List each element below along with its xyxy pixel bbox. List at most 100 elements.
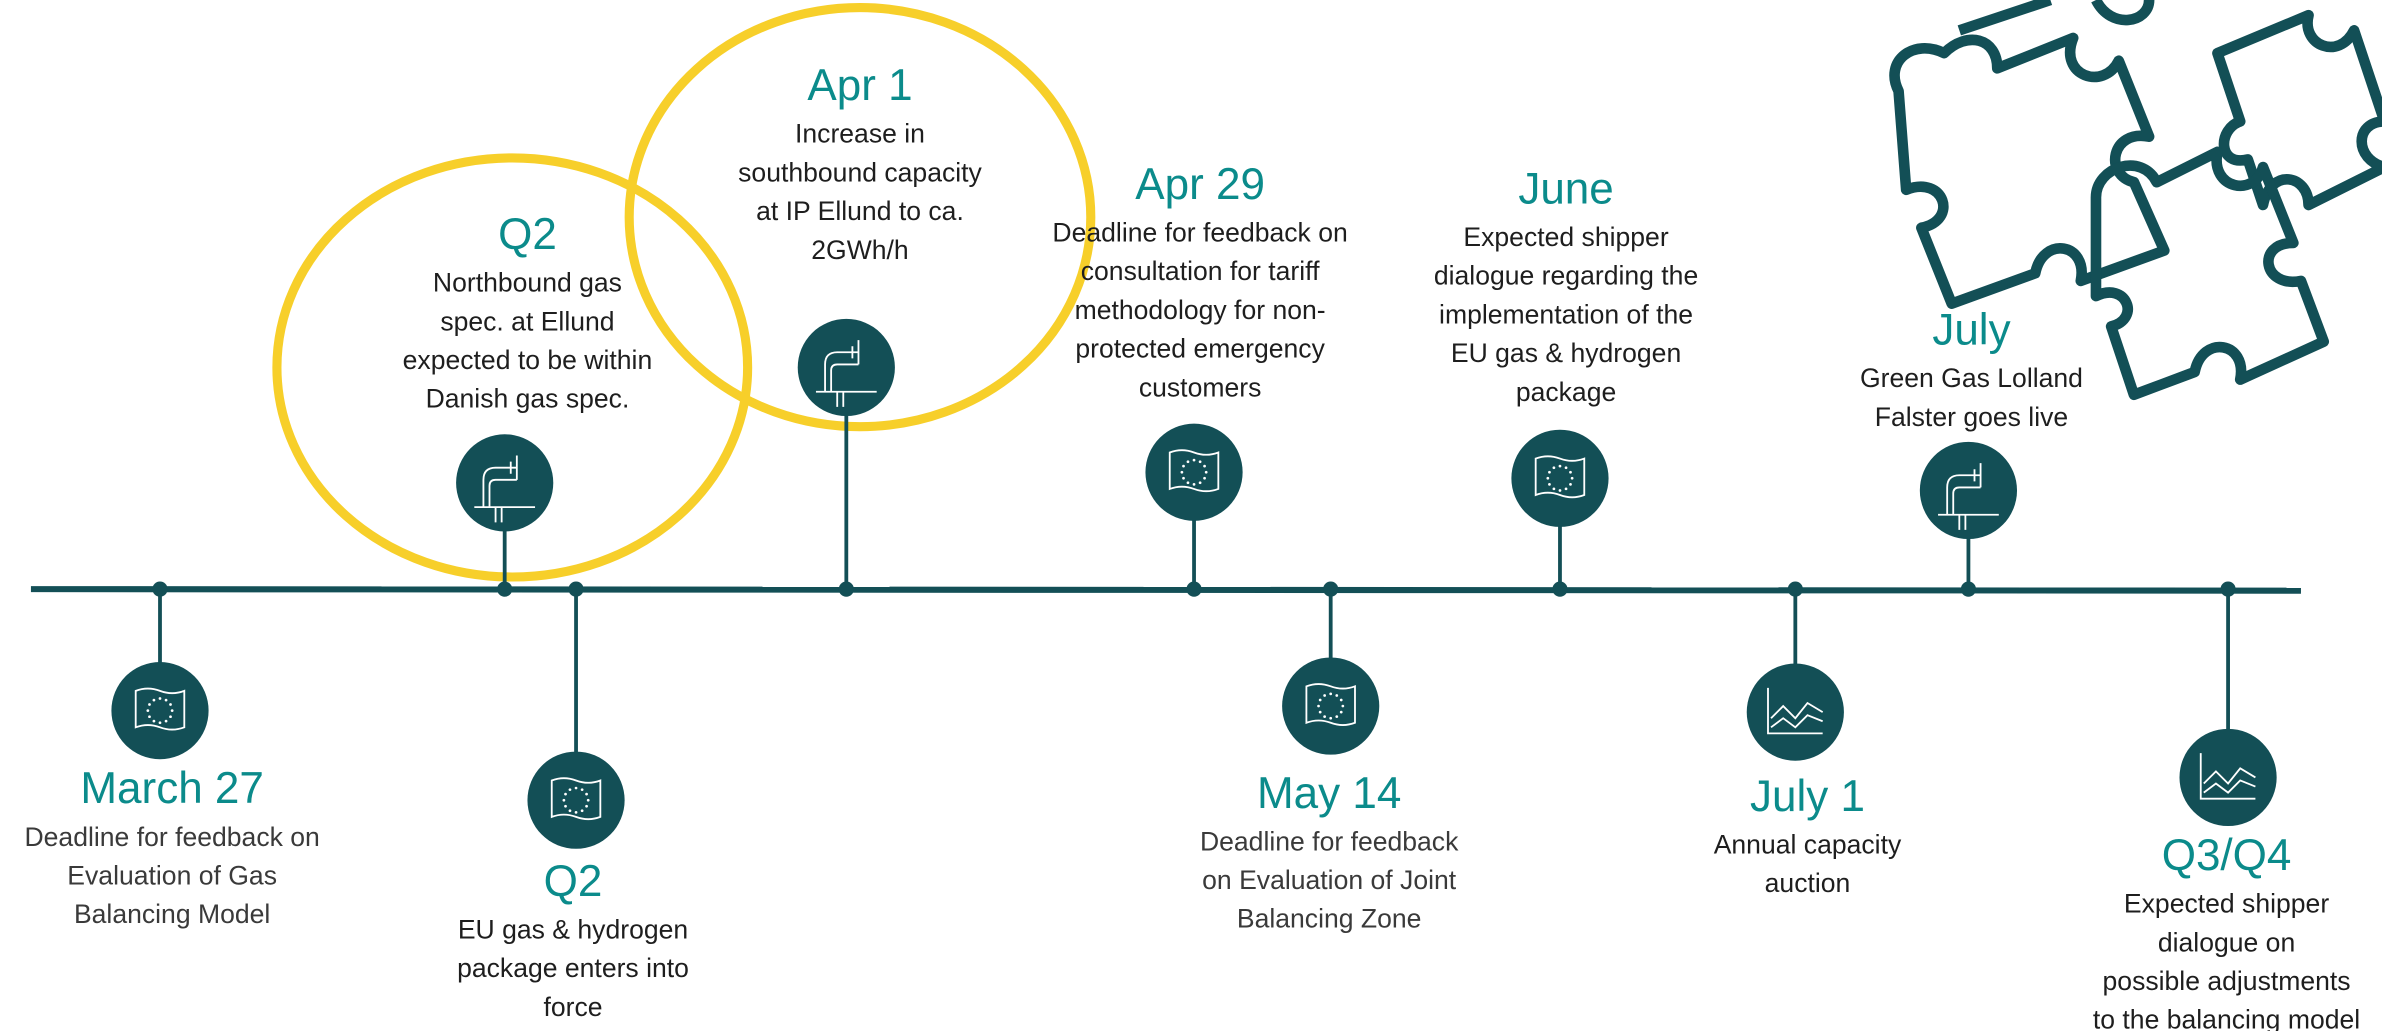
event-text: Balancing Zone [1237,904,1422,934]
star [1553,487,1556,490]
event-date: July [1932,306,2010,355]
star [575,787,578,790]
event-date: Apr 1 [807,61,912,110]
event-date: Q2 [544,857,603,906]
event-text: Increase in [795,119,925,149]
event-text: Deadline for feedback [1200,826,1459,856]
star [1203,465,1206,468]
star [169,715,172,718]
star [1546,477,1549,480]
star [1323,694,1326,697]
star [1571,477,1574,480]
event-text: Evaluation of Gas [67,860,277,890]
event-text: auction [1765,868,1851,898]
star [148,703,151,706]
axis-dot [1186,582,1201,597]
event-date: July 1 [1750,772,1865,821]
star [563,799,566,802]
axis-dot [839,582,854,597]
event-icon-circle [456,434,553,531]
event-text: spec. at Ellund [440,306,614,336]
star [159,721,162,724]
event-text: package enters into [457,953,689,983]
axis-dot [1788,582,1803,597]
event-text: Danish gas spec. [426,384,630,414]
event-text: 2GWh/h [811,235,908,265]
timeline-axis [31,589,2301,591]
star [165,699,168,702]
event-text: implementation of the [1439,299,1693,329]
star [581,788,584,791]
event-text: on Evaluation of Joint [1202,865,1457,895]
star [1565,487,1568,490]
event-text: protected emergency [1075,334,1325,364]
star [575,811,578,814]
axis-dot [1323,582,1338,597]
star [1548,471,1551,474]
star [587,799,590,802]
event-icon-circle [2179,729,2276,826]
timeline: March 27Deadline for feedback onEvaluati… [0,0,2382,1031]
star [148,715,151,718]
star [1187,481,1190,484]
star [1199,481,1202,484]
star [1335,715,1338,718]
star [153,699,156,702]
star [1559,489,1562,492]
axis-dot [1961,582,1976,597]
star [1193,483,1196,486]
event-text: expected to be within [403,345,653,375]
star [1181,471,1184,474]
event-date: June [1518,164,1613,213]
star [581,809,584,812]
star [159,697,162,700]
star [1329,693,1332,696]
star [146,709,149,712]
event-text: Green Gas Lolland [1860,363,2083,393]
event-text: Falster goes live [1875,402,2068,432]
event-text: at IP Ellund to ca. [756,196,964,226]
star [1329,717,1332,720]
star [1335,694,1338,697]
event-icon-circle [1511,430,1608,527]
star [1341,705,1344,708]
event-date: Q2 [498,210,557,259]
star [585,805,588,808]
event-text: Deadline for feedback on [1052,217,1347,247]
star [1340,699,1343,702]
event-text: Annual capacity [1714,829,1902,859]
event-text: Balancing Model [74,899,270,929]
event-date: May 14 [1257,769,1401,818]
star [1340,711,1343,714]
event-text: customers [1139,372,1262,402]
star [564,793,567,796]
event-icon-circle [798,319,895,416]
star [1182,465,1185,468]
event-text: possible adjustments [2103,966,2351,996]
event-date: Apr 29 [1135,160,1265,209]
event-icon-circle [1747,664,1844,761]
event-text: Expected shipper [1463,222,1668,252]
star [153,720,156,723]
star [169,703,172,706]
star [1553,466,1556,469]
star [1182,477,1185,480]
event-icon-circle [1145,424,1242,521]
axis-dot [568,582,583,597]
event-icon-circle [1920,442,2017,539]
star [1319,699,1322,702]
event-icon-circle [1282,657,1379,754]
star [1323,715,1326,718]
star [564,805,567,808]
event-text: southbound capacity [738,157,982,187]
event-text: consultation for tariff [1081,256,1320,286]
star [1193,459,1196,462]
event-text: dialogue regarding the [1434,261,1698,291]
event-text: EU gas & hydrogen [458,914,688,944]
star [1317,705,1320,708]
star [1565,466,1568,469]
star [585,793,588,796]
axis-dot [497,582,512,597]
star [1559,465,1562,468]
event-text: dialogue on [2158,927,2295,957]
